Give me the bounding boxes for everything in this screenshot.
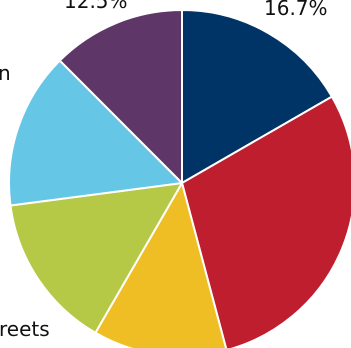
slice-label-16.7: 16.7% xyxy=(264,0,328,20)
slice-label-truncated-streets: reets xyxy=(0,317,50,341)
slice-label-truncated-n: n xyxy=(0,61,11,85)
pie-slice-1 xyxy=(181,9,333,184)
pie-slice-5 xyxy=(8,59,183,207)
pie-slice-4 xyxy=(9,182,183,334)
pie-slice-3 xyxy=(94,182,228,348)
slice-label-12.5: 12.5% xyxy=(64,0,128,13)
pie-labels: 16.7% 12.5% n reets xyxy=(0,0,328,341)
pie-slices xyxy=(8,9,351,348)
pie-slice-6 xyxy=(58,9,183,184)
pie-slice-2 xyxy=(181,95,351,348)
